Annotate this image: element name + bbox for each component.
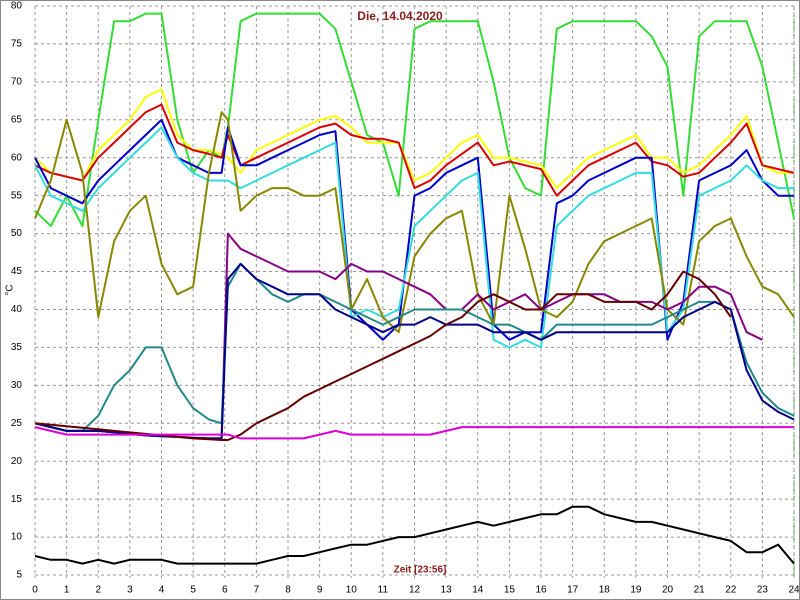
x-tick-label: 8 [285, 585, 291, 596]
series-line [34, 126, 794, 349]
x-tick-label: 18 [599, 585, 611, 596]
y-tick-label: 30 [11, 380, 23, 391]
y-tick-label: 5 [16, 570, 22, 581]
x-tick-label: 20 [662, 585, 674, 596]
series-line [34, 111, 795, 334]
y-tick-label: 75 [11, 39, 23, 50]
x-tick-label: 5 [190, 585, 196, 596]
y-tick-label: 15 [11, 494, 23, 505]
chart-title: Die, 14.04.2020 [357, 9, 443, 23]
y-tick-label: 55 [11, 190, 23, 201]
x-tick-label: 3 [127, 585, 133, 596]
y-tick-label: 35 [11, 342, 23, 353]
series-line [34, 88, 794, 190]
x-tick-label: 9 [317, 585, 323, 596]
y-tick-label: 25 [11, 418, 23, 429]
x-tick-label: 10 [346, 585, 358, 596]
x-tick-label: 17 [567, 585, 579, 596]
x-tick-label: 12 [409, 585, 421, 596]
x-tick-label: 1 [64, 585, 70, 596]
x-tick-label: 0 [32, 585, 38, 596]
y-tick-label: 80 [11, 1, 23, 12]
x-tick-label: 13 [441, 585, 453, 596]
series-line [34, 505, 795, 565]
x-tick-label: 11 [378, 585, 389, 596]
x-tick-label: 23 [757, 585, 769, 596]
y-axis-label: °C [5, 284, 16, 295]
y-tick-label: 40 [11, 304, 23, 315]
y-tick-label: 65 [11, 114, 23, 125]
x-axis-label: Zeit [23:56] [394, 565, 447, 576]
x-tick-label: 21 [694, 585, 706, 596]
x-tick-label: 4 [159, 585, 165, 596]
y-tick-label: 45 [11, 266, 23, 277]
x-tick-label: 14 [472, 585, 484, 596]
x-tick-label: 16 [535, 585, 547, 596]
x-tick-label: 24 [788, 585, 800, 596]
x-tick-label: 15 [504, 585, 516, 596]
series-line [34, 262, 795, 432]
x-tick-label: 6 [222, 585, 228, 596]
y-tick-label: 50 [11, 228, 23, 239]
x-tick-label: 22 [725, 585, 737, 596]
x-tick-label: 7 [254, 585, 260, 596]
series-line [34, 426, 794, 440]
y-tick-label: 20 [11, 456, 23, 467]
series-line [34, 12, 795, 227]
y-tick-label: 70 [11, 77, 23, 88]
x-tick-label: 19 [630, 585, 642, 596]
x-tick-label: 2 [95, 585, 101, 596]
y-tick-label: 60 [11, 152, 23, 163]
y-tick-label: 10 [11, 532, 23, 543]
series-line [34, 103, 795, 197]
lines [34, 12, 795, 565]
